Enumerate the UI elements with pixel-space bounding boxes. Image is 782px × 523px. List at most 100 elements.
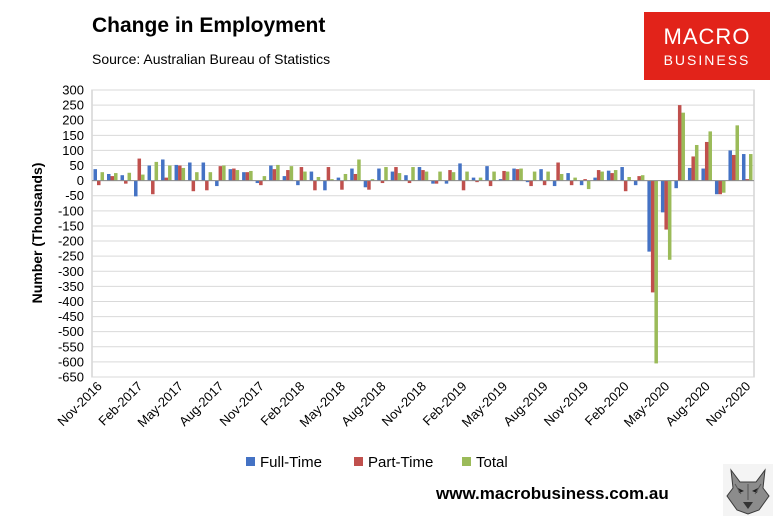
bar-total-aug-2020: [708, 131, 712, 181]
bar-total-apr-2018: [330, 179, 334, 181]
bar-full-time-oct-2019: [566, 173, 570, 181]
bar-total-dec-2016: [114, 173, 118, 181]
y-tick-label: -250: [58, 249, 84, 264]
bar-full-time-mar-2017: [147, 165, 152, 181]
bar-part-time-aug-2018: [380, 180, 385, 184]
bar-part-time-jul-2017: [205, 180, 209, 191]
legend-label-part-time: Part-Time: [368, 454, 433, 471]
y-tick-label: -200: [58, 234, 84, 249]
y-tick-label: 150: [62, 128, 84, 143]
bar-full-time-nov-2017: [255, 180, 260, 184]
bar-part-time-jan-2019: [448, 170, 452, 181]
bar-total-feb-2018: [303, 171, 307, 181]
bar-full-time-may-2018: [336, 177, 341, 181]
bar-part-time-jul-2020: [691, 156, 695, 181]
bar-part-time-feb-2019: [461, 180, 466, 191]
bar-total-sep-2019: [559, 173, 564, 181]
bar-part-time-feb-2020: [623, 180, 628, 192]
bar-full-time-jul-2017: [201, 162, 206, 181]
bar-total-jul-2020: [694, 144, 699, 181]
bar-total-jun-2020: [681, 112, 685, 181]
y-tick-label: 200: [62, 113, 84, 128]
bar-part-time-sep-2018: [394, 167, 398, 181]
bar-total-aug-2019: [546, 171, 550, 181]
bar-part-time-jun-2020: [677, 105, 682, 181]
bar-full-time-sep-2017: [228, 169, 233, 181]
y-tick-label: -450: [58, 309, 84, 324]
bar-part-time-sep-2020: [718, 180, 722, 195]
bar-total-oct-2018: [411, 167, 415, 181]
bar-full-time-oct-2017: [242, 172, 246, 181]
bar-part-time-jul-2018: [367, 180, 371, 190]
bar-part-time-apr-2020: [650, 180, 655, 293]
bar-part-time-dec-2016: [110, 176, 115, 181]
bar-full-time-apr-2020: [647, 180, 651, 252]
bar-full-time-apr-2017: [161, 159, 165, 181]
x-tick-labels: Nov-2016Feb-2017May-2017Aug-2017Nov-2017…: [54, 379, 753, 430]
bar-part-time-nov-2017: [259, 180, 263, 186]
y-tick-label: 50: [70, 158, 84, 173]
legend-swatch-full-time: [246, 457, 255, 466]
y-tick-label: 0: [77, 173, 84, 188]
website-url[interactable]: www.macrobusiness.com.au: [436, 484, 669, 503]
bar-total-oct-2020: [735, 125, 740, 181]
bar-total-mar-2018: [316, 177, 321, 181]
bar-part-time-jul-2019: [529, 180, 533, 187]
chart-title: Change in Employment: [92, 14, 326, 37]
bar-total-jun-2017: [195, 172, 199, 181]
y-tick-label: 250: [62, 98, 84, 113]
y-tick-label: -550: [58, 339, 84, 354]
bar-total-jun-2019: [519, 168, 523, 181]
bar-total-jun-2018: [357, 159, 361, 181]
bar-total-jan-2018: [289, 166, 294, 181]
bar-part-time-jan-2018: [286, 170, 290, 181]
bar-full-time-aug-2018: [377, 168, 381, 181]
wolf-head-icon: [723, 464, 773, 516]
y-tick-label: -100: [58, 203, 84, 218]
bar-full-time-oct-2020: [728, 150, 732, 181]
bar-full-time-sep-2020: [714, 180, 719, 195]
bar-part-time-oct-2020: [731, 154, 736, 181]
x-tick-label: Nov-2016: [54, 379, 104, 429]
x-tick-label: Nov-2020: [703, 379, 753, 429]
legend-label-full-time: Full-Time: [260, 454, 322, 471]
bar-part-time-mar-2020: [637, 176, 641, 181]
bar-total-jul-2017: [208, 172, 213, 181]
bar-part-time-feb-2017: [137, 158, 142, 181]
bar-part-time-jan-2020: [610, 173, 614, 181]
y-tick-label: -350: [58, 279, 84, 294]
y-tick-label: -500: [58, 324, 84, 339]
legend-swatch-total: [462, 457, 471, 466]
bar-full-time-jan-2019: [444, 180, 449, 184]
bar-full-time-mar-2019: [471, 177, 476, 181]
bar-total-feb-2019: [465, 171, 469, 181]
bar-full-time-aug-2017: [215, 180, 219, 187]
bar-full-time-dec-2016: [106, 173, 111, 181]
bar-total-oct-2017: [249, 170, 253, 181]
macrobusiness-logo[interactable]: MACRO BUSINESS: [644, 12, 770, 80]
bar-full-time-apr-2019: [485, 166, 489, 181]
bar-total-nov-2016: [100, 172, 105, 181]
bar-full-time-aug-2019: [539, 169, 543, 181]
bar-full-time-jun-2020: [674, 180, 678, 189]
bar-full-time-may-2020: [660, 180, 665, 213]
y-tick-labels: 300250200150100500-50-100-150-200-250-30…: [58, 83, 84, 385]
bar-full-time-jul-2019: [525, 180, 530, 183]
bar-total-jul-2018: [370, 179, 375, 181]
bar-part-time-apr-2019: [488, 180, 493, 187]
bar-part-time-oct-2018: [407, 180, 412, 184]
bar-total-aug-2018: [384, 167, 388, 181]
x-tick-label: Nov-2018: [379, 379, 429, 429]
bar-part-time-mar-2018: [313, 180, 317, 191]
bar-full-time-nov-2016: [93, 169, 97, 181]
bar-total-mar-2020: [640, 175, 645, 181]
bar-total-jul-2019: [532, 171, 537, 181]
bar-full-time-nov-2020: [741, 154, 746, 181]
bar-full-time-feb-2018: [296, 180, 300, 186]
bar-full-time-nov-2019: [579, 180, 584, 186]
x-tick-label: Nov-2017: [217, 379, 267, 429]
bar-full-time-may-2017: [174, 164, 179, 181]
bar-part-time-mar-2019: [475, 180, 479, 183]
bar-part-time-aug-2020: [704, 141, 709, 181]
bar-full-time-jul-2018: [363, 180, 368, 188]
